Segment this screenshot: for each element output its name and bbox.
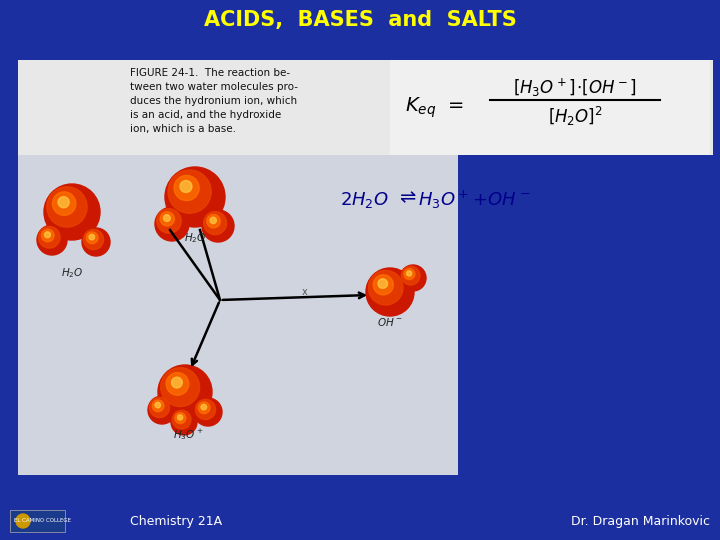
Circle shape	[155, 402, 161, 408]
Circle shape	[86, 232, 98, 244]
Circle shape	[37, 225, 67, 255]
Circle shape	[42, 229, 54, 242]
Circle shape	[210, 217, 217, 224]
Text: ACIDS,  BASES  and  SALTS: ACIDS, BASES and SALTS	[204, 10, 516, 30]
Circle shape	[148, 396, 176, 424]
FancyBboxPatch shape	[18, 60, 713, 155]
Circle shape	[171, 409, 197, 435]
Text: $OH^-$: $OH^-$	[377, 316, 402, 328]
Text: $H_3O^+\!+\!OH^-$: $H_3O^+\!+\!OH^-$	[418, 189, 531, 211]
Circle shape	[171, 377, 182, 388]
Circle shape	[58, 197, 69, 208]
Circle shape	[38, 226, 60, 248]
Circle shape	[201, 404, 207, 410]
Circle shape	[178, 415, 183, 420]
FancyBboxPatch shape	[18, 155, 458, 475]
Circle shape	[82, 228, 110, 256]
Circle shape	[174, 176, 199, 200]
Text: $[H_2O]^2$: $[H_2O]^2$	[547, 104, 603, 127]
Circle shape	[407, 271, 412, 276]
Circle shape	[150, 397, 170, 417]
Circle shape	[202, 210, 234, 242]
Circle shape	[404, 268, 415, 280]
Text: $H_2O$: $H_2O$	[184, 231, 206, 245]
Circle shape	[194, 398, 222, 426]
Text: $2H_2O$: $2H_2O$	[340, 190, 389, 210]
Circle shape	[45, 232, 50, 238]
Circle shape	[378, 279, 387, 288]
Text: $H_3O^+$: $H_3O^+$	[173, 428, 203, 442]
Circle shape	[53, 192, 76, 215]
Text: $\rightleftharpoons$: $\rightleftharpoons$	[396, 188, 417, 207]
Circle shape	[166, 373, 189, 395]
Circle shape	[195, 400, 215, 420]
Text: $[H_3O^+]\!\cdot\![OH^-]$: $[H_3O^+]\!\cdot\![OH^-]$	[513, 77, 637, 99]
Circle shape	[373, 275, 393, 295]
Circle shape	[198, 402, 210, 414]
Circle shape	[152, 400, 164, 411]
Text: EL CAMINO COLLEGE: EL CAMINO COLLEGE	[14, 518, 71, 523]
Circle shape	[204, 212, 227, 235]
Circle shape	[168, 170, 211, 213]
Circle shape	[172, 410, 191, 429]
Circle shape	[89, 234, 94, 240]
Circle shape	[44, 184, 100, 240]
Circle shape	[16, 514, 30, 528]
Circle shape	[165, 167, 225, 227]
Circle shape	[160, 212, 174, 226]
FancyBboxPatch shape	[390, 60, 710, 155]
Text: $\mathit{K}_{eq}$  =: $\mathit{K}_{eq}$ =	[405, 96, 464, 120]
Circle shape	[400, 265, 426, 291]
Circle shape	[369, 271, 403, 305]
Circle shape	[366, 268, 414, 316]
Text: FIGURE 24-1.  The reaction be-
tween two water molecules pro-
duces the hydroniu: FIGURE 24-1. The reaction be- tween two …	[130, 68, 298, 134]
FancyBboxPatch shape	[10, 510, 65, 532]
Circle shape	[157, 208, 181, 233]
Text: Chemistry 21A: Chemistry 21A	[130, 515, 222, 528]
Circle shape	[161, 368, 199, 407]
Circle shape	[155, 207, 189, 241]
Circle shape	[401, 266, 420, 285]
Circle shape	[163, 215, 171, 221]
Text: x: x	[302, 287, 308, 297]
Circle shape	[180, 180, 192, 192]
Circle shape	[207, 214, 220, 228]
Text: $H_2O$: $H_2O$	[60, 266, 84, 280]
Circle shape	[158, 365, 212, 419]
Circle shape	[175, 413, 186, 423]
Text: Dr. Dragan Marinkovic: Dr. Dragan Marinkovic	[571, 515, 710, 528]
Circle shape	[84, 230, 104, 249]
Circle shape	[47, 187, 87, 227]
